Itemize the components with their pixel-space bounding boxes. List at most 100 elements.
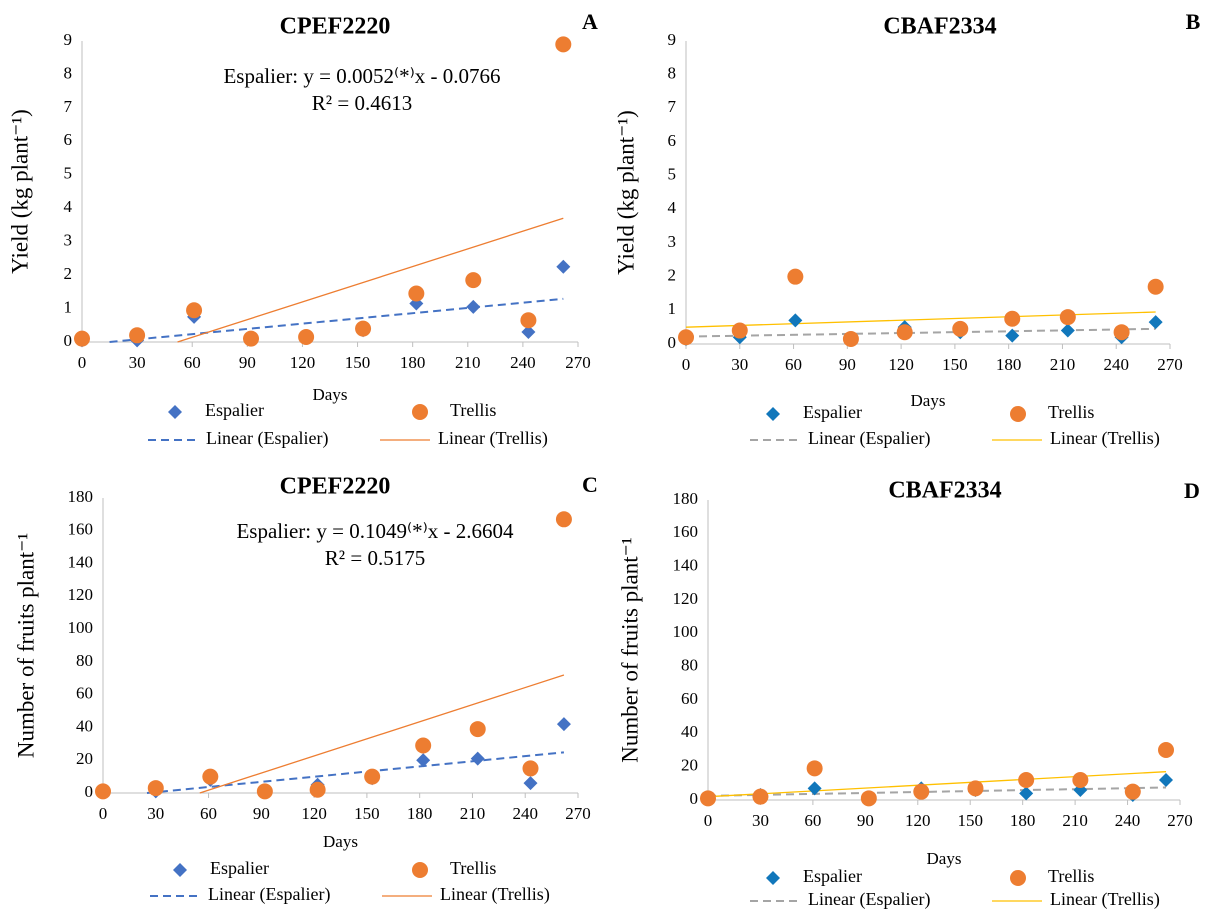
data-point — [523, 776, 538, 791]
legend-label: Linear (Trellis) — [1050, 428, 1160, 449]
annotation: Espalier: y = 0.0052⁽*⁾x - 0.0766 — [223, 64, 500, 88]
x-tick-label: 270 — [1167, 811, 1193, 830]
trendline — [177, 217, 564, 343]
data-point — [1060, 323, 1075, 338]
data-point — [1019, 786, 1034, 801]
y-tick-label: 3 — [668, 232, 677, 251]
x-tick-label: 210 — [1062, 811, 1088, 830]
trendline — [707, 786, 1167, 797]
y-tick-label: 5 — [668, 165, 677, 184]
x-tick-label: 60 — [804, 811, 821, 830]
data-point — [700, 790, 716, 807]
panel-label: A — [582, 9, 598, 34]
y-axis-label: Number of fruits plant⁻¹ — [617, 537, 642, 762]
data-point — [952, 320, 969, 337]
data-point — [1159, 773, 1174, 787]
y-tick-label: 4 — [668, 198, 677, 217]
y-tick-label: 140 — [673, 556, 699, 575]
trendline — [685, 327, 1156, 338]
data-point — [469, 721, 486, 738]
x-tick-label: 120 — [888, 355, 914, 374]
x-tick-label: 180 — [996, 355, 1022, 374]
panel-label: D — [1184, 478, 1200, 503]
x-tick-label: 150 — [942, 355, 968, 374]
data-point — [1059, 309, 1076, 326]
y-axis-label: Number of fruits plant⁻¹ — [13, 533, 38, 758]
y-tick-label: 160 — [673, 522, 699, 541]
y-tick-label: 2 — [64, 264, 73, 283]
data-point — [1158, 742, 1175, 758]
legend-marker — [173, 863, 187, 877]
data-point — [466, 299, 481, 314]
trendline — [685, 311, 1156, 328]
x-tick-label: 0 — [682, 355, 691, 374]
data-point — [416, 753, 431, 768]
x-tick-label: 30 — [731, 355, 748, 374]
x-tick-label: 0 — [704, 811, 713, 830]
data-point — [243, 330, 260, 347]
legend-label: Espalier — [205, 400, 264, 420]
x-tick-label: 90 — [839, 355, 856, 374]
y-tick-label: 40 — [76, 716, 93, 735]
trendline — [146, 751, 565, 794]
x-tick-label: 270 — [565, 353, 591, 372]
data-point — [896, 324, 913, 341]
x-tick-label: 120 — [301, 804, 327, 823]
x-tick-label: 0 — [99, 804, 108, 823]
data-point — [1124, 783, 1141, 800]
data-point — [1113, 324, 1130, 341]
legend-label: Espalier — [803, 402, 862, 422]
data-point — [731, 322, 748, 339]
y-tick-label: 180 — [68, 487, 94, 506]
x-tick-label: 30 — [147, 804, 164, 823]
y-tick-label: 7 — [64, 97, 73, 116]
y-tick-label: 120 — [673, 589, 699, 608]
x-tick-label: 0 — [78, 353, 87, 372]
annotation: R² = 0.4613 — [312, 91, 412, 115]
y-tick-label: 20 — [681, 756, 698, 775]
x-tick-label: 90 — [239, 353, 256, 372]
x-axis-label: Days — [323, 832, 358, 851]
y-tick-label: 100 — [68, 618, 94, 637]
data-point — [1018, 772, 1035, 788]
y-tick-label: 6 — [668, 131, 677, 150]
data-point — [1005, 328, 1020, 343]
data-point — [1072, 772, 1089, 788]
data-point — [364, 768, 381, 785]
x-tick-label: 210 — [455, 353, 481, 372]
data-point — [309, 781, 326, 798]
chart-title: CPEF2220 — [280, 474, 391, 500]
y-tick-label: 180 — [673, 489, 699, 508]
x-tick-label: 270 — [565, 804, 591, 823]
x-tick-label: 30 — [752, 811, 769, 830]
x-tick-label: 150 — [345, 353, 371, 372]
x-tick-label: 210 — [1050, 355, 1076, 374]
x-tick-label: 90 — [253, 804, 270, 823]
panel-label: C — [582, 472, 598, 497]
y-tick-label: 0 — [64, 331, 73, 350]
legend-marker — [412, 404, 428, 420]
legend-label: Trellis — [1048, 402, 1094, 422]
x-tick-label: 60 — [184, 353, 201, 372]
x-tick-label: 90 — [857, 811, 874, 830]
y-tick-label: 80 — [76, 651, 93, 670]
data-point — [202, 768, 219, 785]
x-tick-label: 180 — [400, 353, 426, 372]
y-tick-label: 0 — [85, 782, 94, 801]
x-tick-label: 240 — [512, 804, 538, 823]
x-tick-label: 240 — [1103, 355, 1129, 374]
y-tick-label: 0 — [690, 789, 699, 808]
annotation: R² = 0.5175 — [325, 546, 425, 570]
y-tick-label: 40 — [681, 722, 698, 741]
data-point — [147, 780, 164, 797]
legend-marker — [766, 407, 780, 421]
data-point — [408, 285, 425, 302]
data-point — [555, 511, 572, 528]
trendline — [199, 674, 565, 794]
legend-marker — [168, 405, 182, 419]
y-tick-label: 4 — [64, 197, 73, 216]
y-tick-label: 1 — [668, 299, 677, 318]
x-tick-label: 60 — [200, 804, 217, 823]
x-axis-label: Days — [927, 849, 962, 868]
